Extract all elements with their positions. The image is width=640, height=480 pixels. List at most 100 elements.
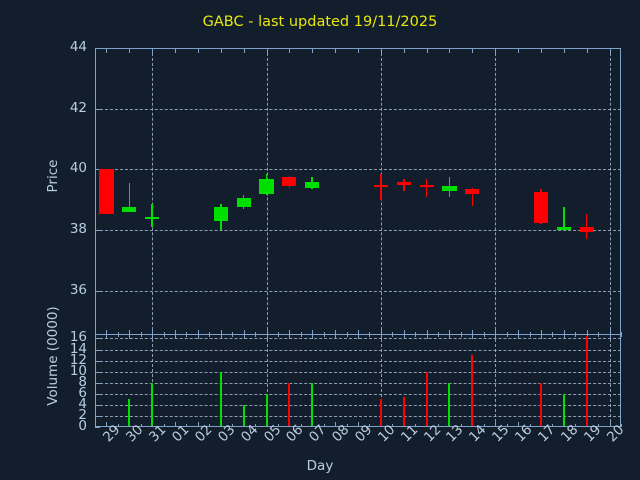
x-minor-tick [552, 332, 554, 335]
price-gridline [95, 230, 621, 232]
volume-tick-mark [95, 382, 100, 384]
x-minor-tick [277, 334, 279, 337]
volume-tick-mark [95, 393, 100, 395]
x-minor-tick [255, 334, 257, 337]
x-tick-mark [266, 48, 268, 53]
x-minor-tick [438, 424, 440, 427]
x-tick-mark [586, 330, 588, 335]
candle-wick [563, 207, 565, 229]
x-tick-mark [175, 330, 177, 335]
candle-body [396, 181, 411, 185]
x-tick-mark [106, 330, 108, 335]
x-minor-tick [460, 334, 462, 337]
x-tick-mark [495, 422, 497, 427]
x-tick-label: 31 [146, 421, 170, 446]
x-tick-label: 12 [420, 421, 445, 446]
x-tick-mark [289, 48, 291, 53]
volume-bar [448, 382, 451, 426]
x-minor-tick [255, 424, 257, 427]
x-minor-tick [438, 332, 440, 335]
price-vertical-gridline [495, 48, 497, 335]
volume-tick-mark [95, 349, 100, 351]
x-tick-mark [289, 330, 291, 335]
x-minor-tick [163, 424, 165, 427]
x-minor-tick [163, 332, 165, 335]
x-tick-mark [609, 422, 611, 427]
x-tick-mark [518, 334, 520, 339]
candle-wick [151, 204, 153, 228]
x-tick-label: 18 [557, 421, 582, 446]
x-tick-mark [197, 48, 199, 53]
candle-body [305, 181, 320, 188]
candle-body [236, 198, 251, 208]
x-tick-mark [472, 330, 474, 335]
x-tick-mark [426, 48, 428, 53]
x-tick-mark [335, 422, 337, 427]
x-tick-mark [563, 330, 565, 335]
x-tick-mark [197, 330, 199, 335]
volume-gridline [95, 415, 621, 417]
volume-gridline [95, 360, 621, 362]
x-minor-tick [415, 424, 417, 427]
x-tick-mark [335, 48, 337, 53]
x-minor-tick [232, 332, 234, 335]
x-minor-tick [117, 332, 119, 335]
x-tick-mark [152, 48, 154, 53]
price-tick-mark [95, 169, 100, 171]
volume-bar [379, 399, 382, 426]
x-tick-mark [540, 334, 542, 339]
volume-gridline [95, 393, 621, 395]
x-minor-tick [232, 424, 234, 427]
x-tick-mark [449, 330, 451, 335]
x-tick-mark [380, 330, 382, 335]
price-tick-label: 38 [69, 221, 87, 238]
volume-gridline [95, 404, 621, 406]
volume-gridline [95, 382, 621, 384]
price-gridline [95, 108, 621, 110]
x-tick-mark [220, 48, 222, 53]
x-minor-tick [483, 332, 485, 335]
volume-bar [539, 382, 542, 426]
price-tick-mark [95, 48, 100, 49]
x-minor-tick [621, 332, 622, 335]
candle-wick [471, 187, 474, 206]
volume-bar [288, 382, 291, 426]
candle-body [579, 227, 594, 232]
x-tick-mark [403, 334, 405, 339]
x-tick-mark [312, 48, 314, 53]
x-tick-label: 08 [329, 421, 353, 446]
x-tick-label: 10 [374, 421, 399, 446]
x-tick-label: 07 [306, 421, 330, 446]
x-minor-tick [529, 424, 531, 427]
x-tick-label: 17 [534, 421, 559, 446]
candle-body [419, 184, 434, 188]
x-tick-label: 11 [397, 421, 422, 446]
candle-body [282, 177, 297, 187]
x-minor-tick [117, 334, 119, 337]
volume-tick-mark [95, 415, 100, 417]
x-minor-tick [598, 424, 600, 427]
candle-body [213, 207, 228, 222]
x-tick-mark [495, 330, 497, 335]
volume-vertical-gridline [380, 334, 382, 427]
x-tick-label: 15 [489, 421, 513, 446]
candle-body [533, 192, 549, 223]
x-tick-label: 01 [169, 421, 193, 446]
x-tick-label: 19 [580, 421, 605, 446]
volume-bar [585, 335, 588, 426]
price-tick-mark [95, 290, 100, 292]
x-minor-tick [369, 334, 371, 337]
volume-tick-mark [95, 338, 100, 340]
price-tick-mark [95, 108, 100, 110]
candle-body [99, 169, 114, 214]
x-tick-mark [312, 330, 314, 335]
x-tick-mark [403, 48, 405, 53]
x-tick-mark [106, 334, 108, 339]
x-minor-tick [255, 332, 257, 335]
x-minor-tick [506, 332, 508, 335]
volume-tick-mark [95, 404, 100, 406]
x-tick-mark [175, 334, 177, 339]
candle-body [465, 189, 480, 194]
